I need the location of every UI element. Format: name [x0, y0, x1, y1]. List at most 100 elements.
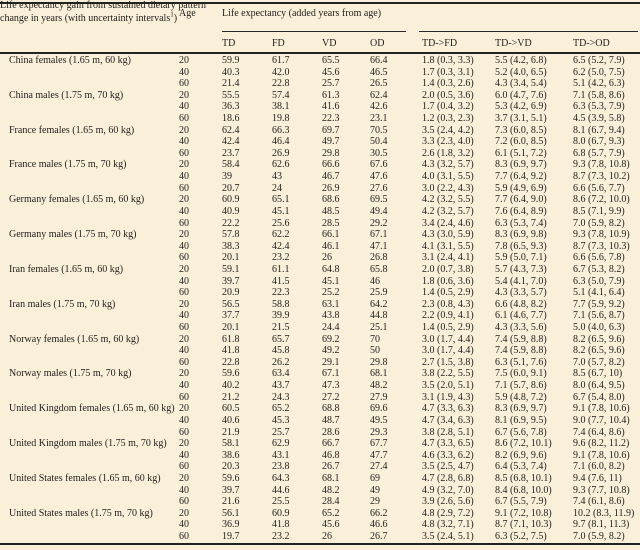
cell-td-fd: 3.1 (2.4, 4.1) — [422, 252, 474, 264]
group1-underline — [222, 31, 406, 33]
cell-od: 27.4 — [370, 461, 388, 473]
cell-age: 20 — [179, 263, 189, 275]
cell-age: 20 — [179, 89, 189, 101]
cell-td: 39 — [222, 171, 232, 183]
cell-vd: 45.1 — [322, 275, 340, 287]
cell-td: 59.6 — [222, 472, 240, 484]
cell-td-vd: 7.2 (6.0, 8.5) — [495, 136, 547, 148]
cell-fd: 43 — [272, 171, 282, 183]
cell-td-fd: 4.1 (3.1, 5.5) — [422, 240, 474, 252]
cell-td-od: 6.3 (5.0, 7.9) — [573, 275, 625, 287]
cell-td: 21.6 — [222, 496, 240, 508]
cell-age: 20 — [179, 124, 189, 136]
cell-td: 19.7 — [222, 530, 240, 542]
cell-td: 37.7 — [222, 310, 240, 322]
cell-vd: 69.2 — [322, 333, 340, 345]
cell-od: 49 — [370, 484, 380, 496]
row-group-label — [9, 136, 179, 148]
cell-fd: 58.8 — [272, 298, 290, 310]
cell-td-vd: 9.1 (7.2, 10.8) — [495, 507, 552, 519]
table-row: 40 40.6 45.3 48.7 49.5 4.7 (3.4, 6.3) 8.1 (6.9… — [0, 415, 640, 427]
table-row: 40 38.3 42.4 46.1 47.1 4.1 (3.1, 5.5) 7.8 (6.5… — [0, 241, 640, 253]
cell-fd: 41.8 — [272, 519, 290, 531]
cell-age: 40 — [179, 171, 189, 183]
cell-od: 29.2 — [370, 217, 388, 229]
row-group-label — [9, 113, 179, 125]
cell-td: 40.6 — [222, 414, 240, 426]
cell-fd: 25.7 — [272, 426, 290, 438]
table-row: Germany males (1.75 m, 70 kg) 20 57.8 62.2 6… — [0, 229, 640, 241]
cell-od: 69 — [370, 472, 380, 484]
cell-td-fd: 3.5 (2.4, 5.1) — [422, 530, 474, 542]
cell-age: 60 — [179, 113, 189, 125]
row-group-label — [9, 519, 179, 531]
cell-fd: 46.4 — [272, 136, 290, 148]
cell-od: 66.2 — [370, 507, 388, 519]
cell-td-fd: 2.7 (1.5, 3.8) — [422, 356, 474, 368]
cell-td-fd: 4.3 (3.0, 5.9) — [422, 229, 474, 241]
cell-age: 40 — [179, 275, 189, 287]
cell-td-fd: 4.3 (3.2, 5.7) — [422, 159, 474, 171]
cell-td-od: 9.7 (8.1, 11.3) — [573, 519, 630, 531]
cell-age: 20 — [179, 55, 189, 66]
cell-td: 40.3 — [222, 66, 240, 78]
table-row: Iran females (1.65 m, 60 kg) 20 59.1 61.1 64… — [0, 264, 640, 276]
cell-od: 69.6 — [370, 403, 388, 415]
cell-vd: 25.7 — [322, 78, 340, 90]
row-group-label — [9, 148, 179, 160]
cell-vd: 68.8 — [322, 403, 340, 415]
cell-age: 20 — [179, 368, 189, 380]
cell-td-vd: 7.4 (5.9, 8.8) — [495, 333, 547, 345]
cell-fd: 26.2 — [272, 356, 290, 368]
cell-td-fd: 1.4 (0.5, 2.9) — [422, 322, 474, 334]
cell-fd: 45.3 — [272, 414, 290, 426]
cell-td-od: 9.3 (7.8, 10.9) — [573, 229, 630, 241]
cell-td: 36.9 — [222, 519, 240, 531]
cell-od: 70 — [370, 333, 380, 345]
row-group-label — [9, 171, 179, 183]
cell-od: 68.1 — [370, 368, 388, 380]
cell-od: 26.5 — [370, 78, 388, 90]
cell-td-od: 6.7 (5.3, 8.2) — [573, 263, 625, 275]
cell-vd: 47.3 — [322, 380, 340, 392]
table-row: 40 42.4 46.4 49.7 50.4 3.3 (2.3, 4.0) 7.2 (6.0… — [0, 136, 640, 148]
table-row: United States females (1.65 m, 60 kg) 20 5… — [0, 473, 640, 485]
cell-vd: 28.6 — [322, 426, 340, 438]
cell-td-fd: 1.7 (0.3, 3.1) — [422, 66, 474, 78]
cell-age: 20 — [179, 333, 189, 345]
cell-fd: 39.9 — [272, 310, 290, 322]
table-row: 60 21.2 24.3 27.2 27.9 3.1 (1.9, 4.3) 5.9 (4.8… — [0, 392, 640, 404]
cell-td-od: 8.5 (7.1, 9.9) — [573, 205, 625, 217]
cell-td-fd: 4.6 (3.3, 6.2) — [422, 449, 474, 461]
row-group-label — [9, 485, 179, 497]
table-body: China females (1.65 m, 60 kg) 20 59.9 61.7 6… — [0, 55, 640, 543]
cell-td-fd: 3.9 (2.6, 5.6) — [422, 496, 474, 508]
table-row: 40 39 43 46.7 47.6 4.0 (3.1, 5.5) 7.7 (6.4, 9.… — [0, 171, 640, 183]
cell-age: 60 — [179, 496, 189, 508]
cell-vd: 64.8 — [322, 263, 340, 275]
row-group-label: China males (1.75 m, 70 kg) — [9, 89, 124, 101]
cell-td: 38.6 — [222, 449, 240, 461]
cell-fd: 65.7 — [272, 333, 290, 345]
cell-od: 47.6 — [370, 171, 388, 183]
cell-od: 27.6 — [370, 182, 388, 194]
cell-fd: 19.8 — [272, 113, 290, 125]
cell-td-fd: 4.7 (2.8, 6.8) — [422, 472, 474, 484]
cell-fd: 22.8 — [272, 78, 290, 90]
row-group-label: United Kingdom males (1.75 m, 70 kg) — [9, 438, 167, 450]
cell-td-vd: 8.3 (6.9, 9.7) — [495, 403, 547, 415]
table-bottom-rule — [0, 543, 640, 545]
cell-td: 39.7 — [222, 275, 240, 287]
cell-od: 66.4 — [370, 55, 388, 66]
cell-age: 40 — [179, 310, 189, 322]
cell-td: 20.7 — [222, 182, 240, 194]
age-column-header: Age — [179, 8, 196, 19]
cell-td-fd: 3.5 (2.0, 5.1) — [422, 380, 474, 392]
cell-td: 38.3 — [222, 240, 240, 252]
cell-td-od: 9.0 (7.7, 10.4) — [573, 414, 630, 426]
cell-od: 64.2 — [370, 298, 388, 310]
cell-td: 55.5 — [222, 89, 240, 101]
cell-fd: 61.1 — [272, 263, 290, 275]
table-row: Norway males (1.75 m, 70 kg) 20 59.6 63.4 67… — [0, 368, 640, 380]
cell-fd: 44.6 — [272, 484, 290, 496]
